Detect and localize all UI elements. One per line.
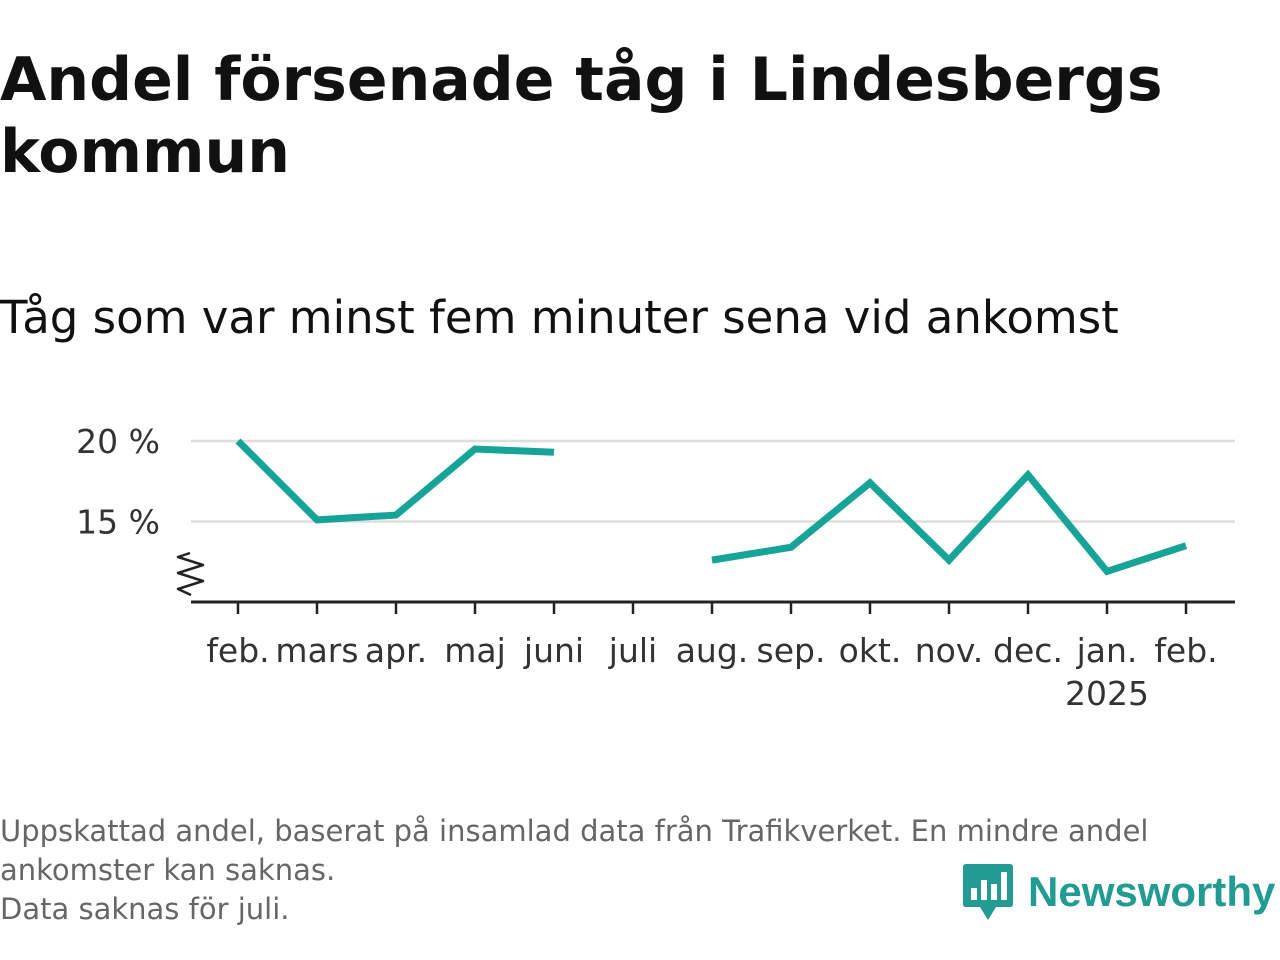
x-tick-sublabel: 2025: [1065, 674, 1149, 713]
x-tick-label: feb.: [206, 631, 269, 670]
y-tick-label: 15 %: [76, 503, 160, 542]
data-point: [1183, 542, 1190, 549]
data-point: [1104, 568, 1111, 575]
axis-break-icon: [176, 551, 205, 597]
line-chart: 15 %20 %feb. mars apr. maj juni juli aug. sep. o…: [76, 422, 1235, 713]
x-tick-label: mars: [275, 631, 358, 670]
x-tick-label: feb.: [1154, 631, 1217, 670]
data-point: [472, 446, 479, 453]
data-point: [709, 557, 716, 564]
footnote-line-1: Uppskattad andel, baserat på insamlad da…: [0, 814, 1149, 887]
data-point: [1025, 471, 1032, 478]
footnote: Uppskattad andel, baserat på insamlad da…: [0, 812, 1270, 929]
brand: Newsworthy: [962, 862, 1275, 922]
data-point: [235, 438, 242, 445]
data-point: [946, 557, 953, 564]
x-tick-label: apr.: [365, 631, 427, 670]
data-point: [551, 449, 558, 456]
x-tick-label: nov.: [915, 631, 984, 670]
brand-name: Newsworthy: [1028, 868, 1276, 915]
chart-subtitle: Tåg som var minst fem minuter sena vid a…: [0, 291, 1119, 344]
data-point: [867, 479, 874, 486]
data-point: [314, 516, 321, 523]
y-tick-label: 20 %: [76, 422, 160, 461]
x-tick-label: dec.: [993, 631, 1063, 670]
data-point: [393, 512, 400, 519]
footnote-line-2: Data saknas för juli.: [0, 892, 290, 926]
x-tick-label: jan.: [1076, 631, 1138, 670]
newsworthy-logo-icon: [963, 864, 1013, 920]
x-tick-label: okt.: [839, 631, 902, 670]
x-tick-label: sep.: [757, 631, 826, 670]
chart-title: Andel försenade tåg i Lindesbergs kommun: [0, 45, 1163, 187]
series-line-segment: [235, 438, 555, 524]
x-tick-label: juni: [523, 631, 584, 670]
series-line-segment: [711, 469, 1188, 576]
x-tick-label: maj: [444, 631, 506, 670]
x-tick-label: juli: [608, 631, 657, 670]
data-point: [788, 544, 795, 551]
x-tick-label: aug.: [676, 631, 749, 670]
